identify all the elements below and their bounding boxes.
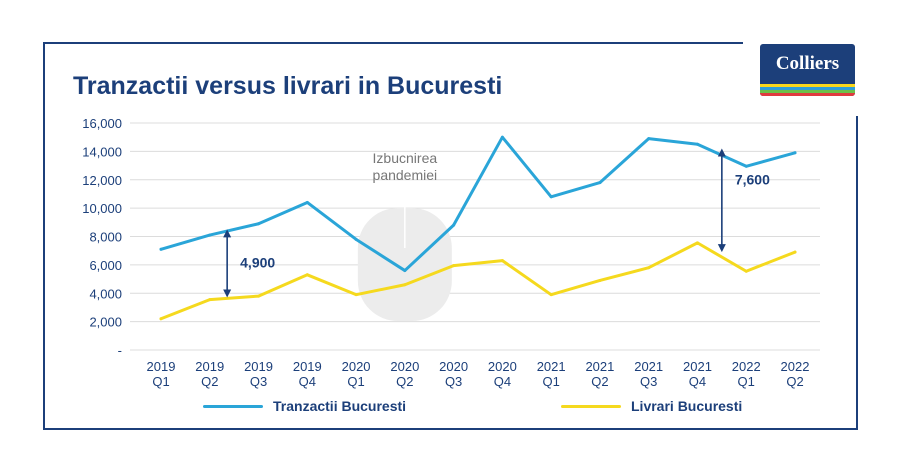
x-tick-label-quarter: Q3: [250, 374, 267, 389]
data-point: [500, 259, 504, 263]
data-point: [403, 269, 407, 273]
data-point: [500, 135, 504, 139]
legend-swatch-livrari: [561, 404, 621, 408]
x-tick-label-quarter: Q3: [445, 374, 462, 389]
frame-right-line: [856, 116, 858, 430]
x-tick-label-year: 2020: [342, 359, 371, 374]
gap-arrow-head-up: [223, 229, 232, 238]
x-tick-label-year: 2020: [488, 359, 517, 374]
x-tick-label-year: 2021: [683, 359, 712, 374]
y-tick-label: 4,000: [89, 286, 122, 301]
legend-item-livrari: Livrari Bucuresti: [561, 398, 742, 414]
x-tick-label-year: 2021: [537, 359, 566, 374]
chart-title: Tranzactii versus livrari in Bucuresti: [73, 72, 503, 100]
x-tick-label-year: 2021: [634, 359, 663, 374]
y-tick-label: 6,000: [89, 258, 122, 273]
y-tick-label: 12,000: [82, 173, 122, 188]
x-tick-label-quarter: Q2: [786, 374, 803, 389]
pandemic-annotation-text: Izbucnirea: [373, 150, 438, 166]
data-point: [208, 233, 212, 237]
gap-arrow-head-down: [717, 244, 726, 253]
data-point: [159, 247, 163, 251]
y-tick-label: -: [118, 343, 122, 358]
data-point: [403, 283, 407, 287]
x-tick-label-quarter: Q4: [689, 374, 706, 389]
x-tick-label-year: 2019: [147, 359, 176, 374]
data-point: [695, 241, 699, 245]
data-point: [598, 181, 602, 185]
gap-value-label: 7,600: [735, 171, 770, 187]
y-tick-label: 14,000: [82, 144, 122, 159]
data-point: [647, 266, 651, 270]
data-point: [793, 151, 797, 155]
data-point: [305, 200, 309, 204]
y-tick-label: 10,000: [82, 201, 122, 216]
data-point: [549, 195, 553, 199]
y-tick-label: 2,000: [89, 315, 122, 330]
logo-text: Colliers: [775, 53, 840, 74]
data-point: [549, 293, 553, 297]
x-tick-label-year: 2019: [293, 359, 322, 374]
legend-label-livrari: Livrari Bucuresti: [631, 398, 743, 414]
x-tick-label-year: 2020: [439, 359, 468, 374]
frame-top-line: [43, 42, 743, 44]
data-point: [305, 273, 309, 277]
x-tick-label-quarter: Q1: [738, 374, 755, 389]
x-tick-label-quarter: Q1: [542, 374, 559, 389]
gap-arrow-head-up: [717, 148, 726, 157]
logo-stripe: [760, 84, 855, 87]
x-tick-label-quarter: Q1: [152, 374, 169, 389]
legend-label-tranzactii: Tranzactii Bucuresti: [273, 398, 407, 414]
data-point: [354, 237, 358, 241]
colliers-logo: Colliers: [760, 44, 855, 96]
data-point: [744, 164, 748, 168]
data-point: [257, 222, 261, 226]
legend-item-tranzactii: Tranzactii Bucuresti: [203, 398, 406, 414]
data-point: [354, 293, 358, 297]
x-tick-label-quarter: Q4: [494, 374, 511, 389]
logo-stripes: [760, 84, 855, 96]
logo-stripe: [760, 93, 855, 96]
frame-bottom-line: [43, 428, 858, 430]
x-tick-label-year: 2021: [585, 359, 614, 374]
x-tick-label-quarter: Q2: [201, 374, 218, 389]
x-tick-label-quarter: Q3: [640, 374, 657, 389]
gap-arrow-head-down: [223, 289, 232, 298]
data-point: [647, 137, 651, 141]
data-point: [598, 278, 602, 282]
data-point: [159, 317, 163, 321]
series-line-livrari: [159, 241, 797, 321]
x-tick-label-year: 2019: [195, 359, 224, 374]
pandemic-annotation-text: pandemiei: [373, 167, 438, 183]
data-point: [744, 269, 748, 273]
x-tick-label-year: 2020: [390, 359, 419, 374]
y-tick-label: 16,000: [82, 116, 122, 131]
data-point: [452, 223, 456, 227]
data-point: [208, 298, 212, 302]
series-line-tranzactii: [159, 135, 797, 273]
y-tick-label: 8,000: [89, 230, 122, 245]
gap-value-label: 4,900: [240, 254, 275, 270]
pandemic-highlight: [357, 208, 452, 321]
data-point: [695, 142, 699, 146]
logo-stripe: [760, 90, 855, 93]
x-tick-label-quarter: Q2: [591, 374, 608, 389]
x-tick-label-quarter: Q4: [299, 374, 316, 389]
x-tick-label-quarter: Q1: [347, 374, 364, 389]
data-point: [452, 264, 456, 268]
logo-stripe: [760, 87, 855, 90]
x-tick-label-year: 2019: [244, 359, 273, 374]
x-tick-label-quarter: Q2: [396, 374, 413, 389]
legend-swatch-tranzactii: [203, 404, 263, 408]
data-point: [257, 294, 261, 298]
x-tick-label-year: 2022: [781, 359, 810, 374]
frame-left-line: [43, 42, 45, 430]
data-point: [793, 250, 797, 254]
x-tick-label-year: 2022: [732, 359, 761, 374]
